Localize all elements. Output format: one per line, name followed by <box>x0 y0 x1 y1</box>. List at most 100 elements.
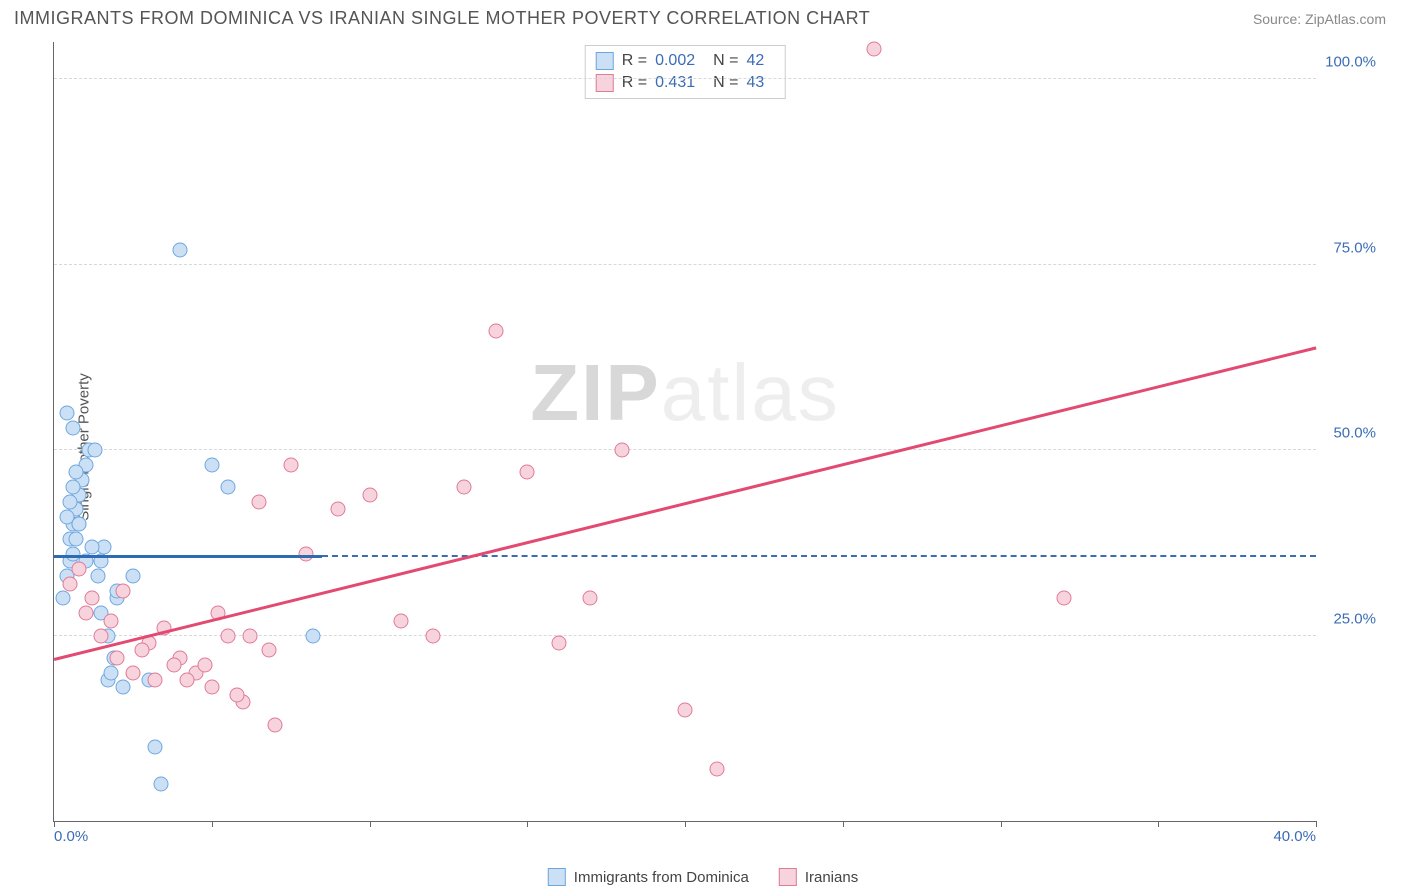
x-tick <box>212 821 213 827</box>
n-label: N = <box>713 52 738 70</box>
data-point <box>678 702 693 717</box>
data-point <box>84 539 99 554</box>
data-point <box>125 569 140 584</box>
x-tick <box>54 821 55 827</box>
n-label: N = <box>713 74 738 92</box>
stats-row: R = 0.002 N = 42 <box>596 50 775 72</box>
data-point <box>88 443 103 458</box>
data-point <box>305 628 320 643</box>
data-point <box>72 561 87 576</box>
data-point <box>103 613 118 628</box>
data-point <box>261 643 276 658</box>
data-point <box>252 494 267 509</box>
r-label: R = <box>622 52 647 70</box>
series-swatch <box>596 74 614 92</box>
legend-swatch <box>779 868 797 886</box>
data-point <box>488 324 503 339</box>
data-point <box>283 457 298 472</box>
chart-title: IMMIGRANTS FROM DOMINICA VS IRANIAN SING… <box>14 8 870 29</box>
data-point <box>69 532 84 547</box>
data-point <box>110 650 125 665</box>
chart-container: Single Mother Poverty ZIPatlas R =0.002N… <box>45 42 1386 852</box>
data-point <box>551 635 566 650</box>
y-tick-label: 75.0% <box>1333 239 1376 256</box>
data-point <box>154 776 169 791</box>
data-point <box>1056 591 1071 606</box>
n-value: 43 <box>746 74 764 92</box>
data-point <box>330 502 345 517</box>
x-tick <box>370 821 371 827</box>
stats-row: R = 0.431 N = 43 <box>596 72 775 94</box>
data-point <box>204 457 219 472</box>
y-tick-label: 100.0% <box>1325 54 1376 71</box>
data-point <box>220 480 235 495</box>
regression-line <box>54 346 1317 660</box>
data-point <box>229 687 244 702</box>
data-point <box>116 584 131 599</box>
chart-legend: Immigrants from Dominica Iranians <box>548 868 858 886</box>
x-tick <box>843 821 844 827</box>
data-point <box>84 591 99 606</box>
x-tick <box>527 821 528 827</box>
data-point <box>425 628 440 643</box>
x-tick <box>1001 821 1002 827</box>
data-point <box>59 405 74 420</box>
data-point <box>65 420 80 435</box>
data-point <box>867 42 882 57</box>
data-point <box>614 443 629 458</box>
chart-source: Source: ZipAtlas.com <box>1253 11 1386 27</box>
x-tick-label: 0.0% <box>54 828 88 845</box>
data-point <box>62 576 77 591</box>
data-point <box>72 517 87 532</box>
data-point <box>267 717 282 732</box>
legend-item: Immigrants from Dominica <box>548 868 749 886</box>
correlation-stats-box: R = 0.002 N = 42 R = 0.431 N = 43 <box>585 45 786 99</box>
legend-item: Iranians <box>779 868 858 886</box>
data-point <box>65 480 80 495</box>
scatter-plot: ZIPatlas R =0.002N =42R =0.431N =43 25.0… <box>53 42 1316 822</box>
x-tick <box>1158 821 1159 827</box>
data-point <box>78 606 93 621</box>
data-point <box>147 739 162 754</box>
data-point <box>166 658 181 673</box>
data-point <box>125 665 140 680</box>
data-point <box>362 487 377 502</box>
data-point <box>56 591 71 606</box>
data-point <box>69 465 84 480</box>
x-tick <box>1316 821 1317 827</box>
x-tick <box>685 821 686 827</box>
y-tick-label: 50.0% <box>1333 425 1376 442</box>
r-value: 0.002 <box>655 52 695 70</box>
data-point <box>173 242 188 257</box>
regression-line <box>54 555 322 558</box>
data-point <box>198 658 213 673</box>
n-value: 42 <box>746 52 764 70</box>
y-tick-label: 25.0% <box>1333 610 1376 627</box>
grid-line <box>54 264 1316 265</box>
chart-header: IMMIGRANTS FROM DOMINICA VS IRANIAN SING… <box>0 0 1406 33</box>
data-point <box>709 762 724 777</box>
data-point <box>204 680 219 695</box>
r-label: R = <box>622 74 647 92</box>
data-point <box>242 628 257 643</box>
data-point <box>135 643 150 658</box>
x-tick-label: 40.0% <box>1273 828 1316 845</box>
data-point <box>179 673 194 688</box>
data-point <box>91 569 106 584</box>
grid-line <box>54 449 1316 450</box>
data-point <box>583 591 598 606</box>
legend-label: Immigrants from Dominica <box>574 869 749 886</box>
r-value: 0.431 <box>655 74 695 92</box>
series-swatch <box>596 52 614 70</box>
data-point <box>62 494 77 509</box>
grid-line <box>54 78 1316 79</box>
data-point <box>103 665 118 680</box>
data-point <box>94 628 109 643</box>
data-point <box>220 628 235 643</box>
data-point <box>394 613 409 628</box>
data-point <box>116 680 131 695</box>
legend-label: Iranians <box>805 869 858 886</box>
data-point <box>520 465 535 480</box>
data-point <box>299 546 314 561</box>
legend-swatch <box>548 868 566 886</box>
